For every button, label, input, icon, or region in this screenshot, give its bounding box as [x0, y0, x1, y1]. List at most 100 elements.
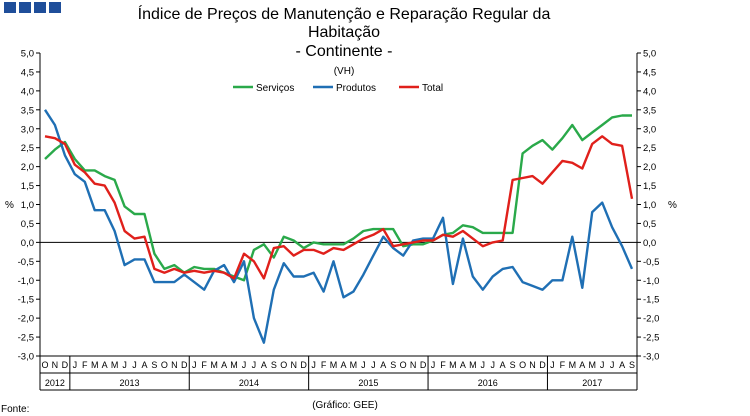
y-tick-label-left: 1,0	[21, 200, 34, 211]
month-label: S	[271, 360, 277, 370]
y-tick-label-right: 3,5	[643, 105, 656, 116]
axes: 5,0 5,0 4,5 4,5 4,0 4,0 3,5 3,5 3,0 3,0 2,5 2,5 2,0 2…	[18, 49, 659, 391]
gee-logo	[4, 2, 61, 13]
month-label: J	[122, 360, 127, 370]
y-tick-label-left: 0,5	[21, 219, 34, 230]
y-tick-label-left: 4,5	[21, 67, 34, 78]
y-tick-label-left: 5,0	[21, 49, 34, 60]
month-label: A	[380, 360, 386, 370]
year-label: 2015	[358, 378, 378, 388]
month-label: O	[280, 360, 287, 370]
year-label: 2014	[239, 378, 259, 388]
y-tick-label-right: 1,0	[643, 200, 656, 211]
legend: Serviços Produtos Total	[233, 83, 443, 94]
month-label: J	[242, 360, 247, 370]
series-lines	[43, 109, 634, 344]
year-label: 2016	[478, 378, 498, 388]
month-label: A	[102, 360, 108, 370]
month-label: M	[569, 360, 577, 370]
month-label: A	[141, 360, 147, 370]
month-label: M	[469, 360, 477, 370]
month-label: M	[91, 360, 99, 370]
month-label: N	[410, 360, 417, 370]
month-label: A	[261, 360, 267, 370]
y-tick-label-right: 1,5	[643, 181, 656, 192]
y-tick-label-right: -2,0	[643, 314, 659, 325]
chart-subtitle: (VH)	[334, 66, 355, 77]
chart-title-line1: Índice de Preços de Manutenção e Reparaç…	[138, 4, 551, 23]
month-label: O	[41, 360, 48, 370]
month-label: J	[490, 360, 495, 370]
series-line-servios	[44, 114, 632, 282]
month-label: O	[400, 360, 407, 370]
y-axis-label-right: %	[668, 200, 677, 211]
y-tick-label-left: -1,5	[18, 295, 34, 306]
month-label: J	[481, 360, 486, 370]
month-label: N	[529, 360, 536, 370]
y-tick-label-left: 4,0	[21, 86, 34, 97]
chart-credit: (Gráfico: GEE)	[312, 400, 378, 411]
month-label: S	[510, 360, 516, 370]
y-tick-label-left: -3,0	[18, 352, 34, 363]
legend-label: Total	[422, 83, 443, 94]
y-tick-label-right: 0,0	[643, 238, 656, 249]
y-tick-label-right: 4,5	[643, 67, 656, 78]
legend-label: Produtos	[336, 83, 376, 94]
month-label: J	[371, 360, 376, 370]
y-tick-label-right: -3,0	[643, 352, 659, 363]
month-label: J	[252, 360, 257, 370]
month-label: J	[192, 360, 197, 370]
y-tick-label-right: 3,0	[643, 124, 656, 135]
month-label: O	[519, 360, 526, 370]
month-label: F	[440, 360, 446, 370]
y-tick-label-left: -2,0	[18, 314, 34, 325]
month-label: F	[201, 360, 207, 370]
y-tick-label-right: -1,5	[643, 295, 659, 306]
year-label: 2012	[45, 378, 65, 388]
month-label: S	[390, 360, 396, 370]
month-label: J	[610, 360, 615, 370]
y-tick-label-left: 2,5	[21, 143, 34, 154]
month-label: D	[181, 360, 188, 370]
chart-title-line3: - Continente -	[296, 43, 393, 60]
y-tick-label-left: -1,0	[18, 276, 34, 287]
month-label: M	[350, 360, 358, 370]
month-label: F	[82, 360, 88, 370]
month-label: A	[619, 360, 625, 370]
month-label: M	[449, 360, 457, 370]
month-label: M	[588, 360, 596, 370]
month-label: S	[151, 360, 157, 370]
series-line-total	[44, 135, 634, 280]
month-label: A	[579, 360, 585, 370]
month-label: J	[550, 360, 555, 370]
month-label: J	[361, 360, 366, 370]
year-label: 2017	[582, 378, 602, 388]
month-label: J	[600, 360, 605, 370]
month-label: M	[230, 360, 238, 370]
y-tick-label-left: -0,5	[18, 257, 34, 268]
y-tick-label-right: -0,5	[643, 257, 659, 268]
month-label: M	[210, 360, 218, 370]
source-label: Fonte:	[1, 404, 29, 415]
month-label: D	[300, 360, 307, 370]
month-label: A	[340, 360, 346, 370]
y-tick-label-left: 0,0	[21, 238, 34, 249]
y-tick-label-right: 2,5	[643, 143, 656, 154]
y-axis-label-left: %	[5, 200, 14, 211]
y-tick-label-left: 3,5	[21, 105, 34, 116]
month-label: J	[132, 360, 137, 370]
month-label: A	[221, 360, 227, 370]
month-label: J	[311, 360, 316, 370]
y-tick-label-left: 3,0	[21, 124, 34, 135]
month-label: D	[420, 360, 427, 370]
month-label: J	[73, 360, 78, 370]
month-label: M	[330, 360, 338, 370]
month-label: N	[290, 360, 297, 370]
month-label: F	[321, 360, 327, 370]
month-label: O	[161, 360, 168, 370]
chart-title-line2: Habitação	[308, 24, 380, 41]
month-label: S	[629, 360, 635, 370]
month-label: F	[560, 360, 566, 370]
y-tick-label-right: 4,0	[643, 86, 656, 97]
